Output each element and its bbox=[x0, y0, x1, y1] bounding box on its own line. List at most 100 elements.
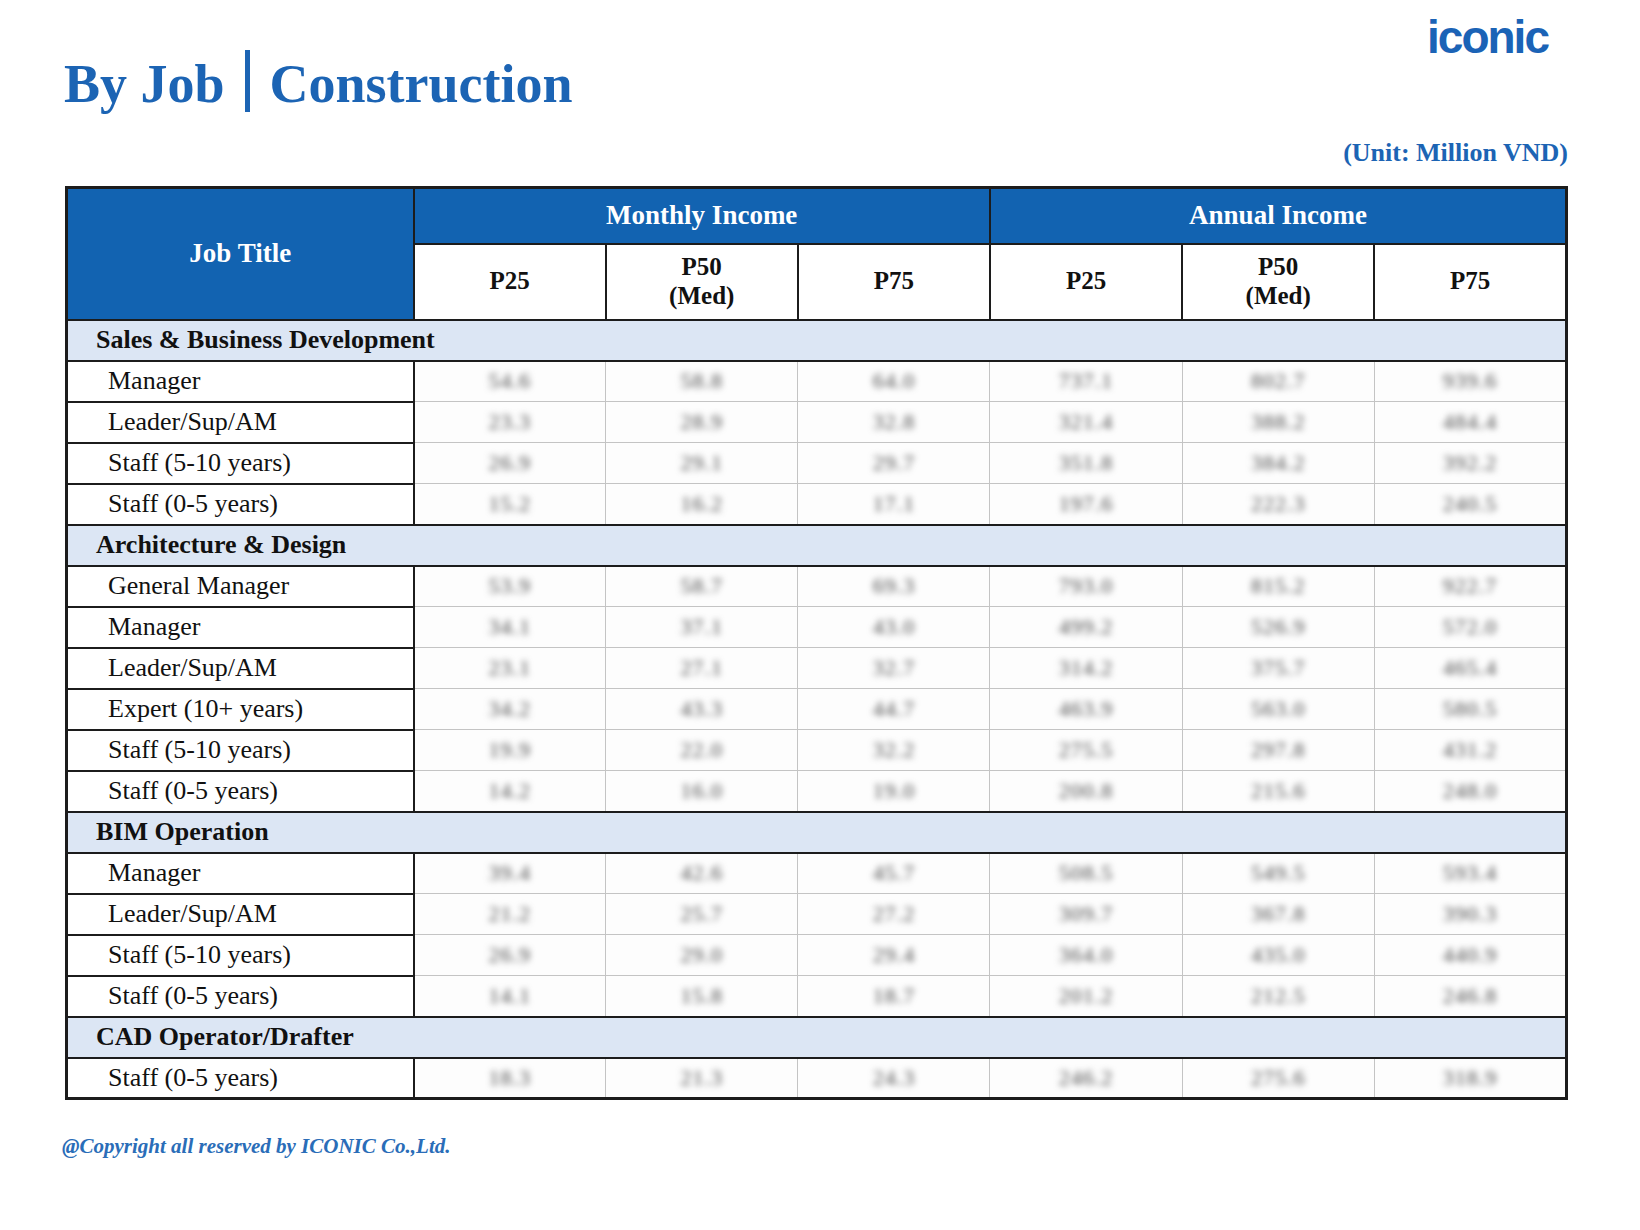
table-row: Leader/Sup/AM23.127.132.7314.2375.7465.4 bbox=[67, 648, 1567, 689]
blurred-value: 572.0 bbox=[1443, 614, 1498, 639]
blurred-value: 246.2 bbox=[1059, 1065, 1114, 1090]
blurred-value: 37.1 bbox=[680, 614, 723, 639]
iconic-logo: iconic bbox=[1427, 10, 1548, 64]
value-cell: 37.1 bbox=[606, 607, 798, 648]
blurred-value: 34.2 bbox=[489, 696, 532, 721]
value-cell: 44.7 bbox=[798, 689, 990, 730]
annual-p25-header: P25 bbox=[990, 244, 1182, 320]
job-title-cell: Staff (5-10 years) bbox=[67, 935, 414, 976]
blurred-value: 28.9 bbox=[680, 409, 723, 434]
section-title: CAD Operator/Drafter bbox=[67, 1017, 1567, 1058]
blurred-value: 563.0 bbox=[1251, 696, 1306, 721]
blurred-value: 392.2 bbox=[1443, 450, 1498, 475]
annual-p75-header: P75 bbox=[1374, 244, 1566, 320]
job-title-cell: General Manager bbox=[67, 566, 414, 607]
value-cell: 572.0 bbox=[1374, 607, 1566, 648]
blurred-value: 45.7 bbox=[873, 860, 916, 885]
blurred-value: 580.5 bbox=[1443, 696, 1498, 721]
value-cell: 34.2 bbox=[414, 689, 606, 730]
slide-page: iconic By JobConstruction (Unit: Million… bbox=[0, 0, 1640, 1230]
value-cell: 200.8 bbox=[990, 771, 1182, 812]
blurred-value: 43.0 bbox=[873, 614, 916, 639]
value-cell: 64.0 bbox=[798, 361, 990, 402]
blurred-value: 14.2 bbox=[489, 778, 532, 803]
monthly-p25-header: P25 bbox=[414, 244, 606, 320]
value-cell: 375.7 bbox=[1182, 648, 1374, 689]
job-title-cell: Leader/Sup/AM bbox=[67, 648, 414, 689]
table-row: Staff (0-5 years)15.216.217.1197.6222.32… bbox=[67, 484, 1567, 525]
value-cell: 58.7 bbox=[606, 566, 798, 607]
value-cell: 69.3 bbox=[798, 566, 990, 607]
blurred-value: 15.8 bbox=[680, 983, 723, 1008]
value-cell: 392.2 bbox=[1374, 443, 1566, 484]
blurred-value: 390.3 bbox=[1443, 901, 1498, 926]
blurred-value: 309.7 bbox=[1059, 901, 1114, 926]
value-cell: 508.5 bbox=[990, 853, 1182, 894]
job-title-cell: Leader/Sup/AM bbox=[67, 894, 414, 935]
blurred-value: 29.1 bbox=[680, 450, 723, 475]
salary-table: Job Title Monthly Income Annual Income P… bbox=[65, 186, 1568, 1100]
blurred-value: 922.7 bbox=[1443, 573, 1498, 598]
value-cell: 815.2 bbox=[1182, 566, 1374, 607]
blurred-value: 275.5 bbox=[1059, 737, 1114, 762]
page-title-right: Construction bbox=[270, 54, 573, 114]
value-cell: 42.6 bbox=[606, 853, 798, 894]
blurred-value: 29.0 bbox=[680, 942, 723, 967]
blurred-value: 39.4 bbox=[489, 860, 532, 885]
blurred-value: 58.7 bbox=[680, 573, 723, 598]
table-row: Manager34.137.143.0499.2526.9572.0 bbox=[67, 607, 1567, 648]
value-cell: 246.2 bbox=[990, 1058, 1182, 1099]
value-cell: 388.2 bbox=[1182, 402, 1374, 443]
value-cell: 27.1 bbox=[606, 648, 798, 689]
value-cell: 16.0 bbox=[606, 771, 798, 812]
table-row: Staff (0-5 years)18.321.324.3246.2275.63… bbox=[67, 1058, 1567, 1099]
section-title: Sales & Business Development bbox=[67, 320, 1567, 361]
table-body: Sales & Business DevelopmentManager54.65… bbox=[67, 320, 1567, 1099]
value-cell: 465.4 bbox=[1374, 648, 1566, 689]
value-cell: 248.0 bbox=[1374, 771, 1566, 812]
value-cell: 24.3 bbox=[798, 1058, 990, 1099]
value-cell: 19.9 bbox=[414, 730, 606, 771]
blurred-value: 58.8 bbox=[680, 368, 723, 393]
value-cell: 15.8 bbox=[606, 976, 798, 1017]
blurred-value: 375.7 bbox=[1251, 655, 1306, 680]
blurred-value: 318.9 bbox=[1443, 1065, 1498, 1090]
value-cell: 29.4 bbox=[798, 935, 990, 976]
value-cell: 318.9 bbox=[1374, 1058, 1566, 1099]
value-cell: 440.9 bbox=[1374, 935, 1566, 976]
blurred-value: 32.8 bbox=[873, 409, 916, 434]
value-cell: 15.2 bbox=[414, 484, 606, 525]
value-cell: 215.6 bbox=[1182, 771, 1374, 812]
job-title-cell: Expert (10+ years) bbox=[67, 689, 414, 730]
value-cell: 802.7 bbox=[1182, 361, 1374, 402]
value-cell: 275.5 bbox=[990, 730, 1182, 771]
blurred-value: 737.1 bbox=[1059, 368, 1114, 393]
table-row: Leader/Sup/AM21.225.727.2309.7367.8390.3 bbox=[67, 894, 1567, 935]
blurred-value: 25.7 bbox=[680, 901, 723, 926]
value-cell: 17.1 bbox=[798, 484, 990, 525]
page-title-left: By Job bbox=[64, 54, 225, 114]
blurred-value: 222.3 bbox=[1251, 491, 1306, 516]
value-cell: 222.3 bbox=[1182, 484, 1374, 525]
blurred-value: 24.3 bbox=[873, 1065, 916, 1090]
blurred-value: 26.9 bbox=[489, 942, 532, 967]
table-row: Staff (0-5 years)14.115.818.7201.2212.52… bbox=[67, 976, 1567, 1017]
value-cell: 34.1 bbox=[414, 607, 606, 648]
value-cell: 435.0 bbox=[1182, 935, 1374, 976]
annual-income-header: Annual Income bbox=[990, 188, 1567, 244]
blurred-value: 53.9 bbox=[489, 573, 532, 598]
table-row: Manager39.442.645.7508.5549.5593.4 bbox=[67, 853, 1567, 894]
blurred-value: 44.7 bbox=[873, 696, 916, 721]
annual-p50-header: P50 (Med) bbox=[1182, 244, 1374, 320]
value-cell: 390.3 bbox=[1374, 894, 1566, 935]
blurred-value: 200.8 bbox=[1059, 778, 1114, 803]
section-header-row: Architecture & Design bbox=[67, 525, 1567, 566]
value-cell: 197.6 bbox=[990, 484, 1182, 525]
blurred-value: 465.4 bbox=[1443, 655, 1498, 680]
blurred-value: 549.5 bbox=[1251, 860, 1306, 885]
blurred-value: 499.2 bbox=[1059, 614, 1114, 639]
job-title-header: Job Title bbox=[67, 188, 414, 320]
blurred-value: 297.8 bbox=[1251, 737, 1306, 762]
value-cell: 29.7 bbox=[798, 443, 990, 484]
section-title: BIM Operation bbox=[67, 812, 1567, 853]
